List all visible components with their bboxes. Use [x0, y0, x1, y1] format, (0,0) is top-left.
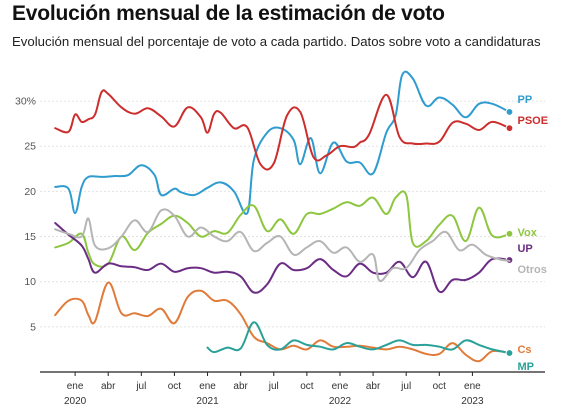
y-tick-label: 25 [24, 141, 36, 153]
series-label-pp: PP [517, 94, 532, 106]
series-line-up [54, 222, 511, 294]
y-tick-label: 5 [30, 321, 36, 333]
x-tick-label: abr [366, 381, 381, 392]
y-tick-label: 15 [24, 231, 36, 243]
x-tick-label: oct [300, 381, 314, 392]
series-line-otros [54, 208, 511, 283]
series-line-cs [54, 281, 511, 363]
x-tick-label: oct [168, 381, 182, 392]
x-tick-label: ene [67, 381, 84, 392]
x-tick-label: abr [101, 381, 116, 392]
chart-subtitle: Evolución mensual del porcentaje de voto… [12, 34, 541, 49]
series-end-point-pp [505, 108, 514, 116]
x-tick-label: oct [433, 381, 447, 392]
series-label-otros: Otros [517, 264, 546, 276]
x-tick-label: ene [464, 381, 481, 392]
series-label-psoe: PSOE [517, 115, 548, 127]
series-line-mp [206, 321, 511, 354]
x-tick-year: 2023 [461, 396, 484, 407]
gridlines [40, 100, 545, 328]
x-tick-label: abr [233, 381, 248, 392]
x-tick-label: jul [268, 381, 279, 392]
y-tick-label: 20 [24, 186, 36, 198]
series-label-mp: MP [517, 361, 534, 373]
series-labels: PP PSOE Vox UP Otros Cs MP [517, 94, 548, 373]
x-tick-year: 2022 [329, 396, 352, 407]
series-label-vox: Vox [517, 227, 537, 239]
series-line-pp [54, 70, 511, 216]
x-tick-year: 2020 [64, 396, 87, 407]
y-tick-label: 10 [24, 276, 36, 288]
series-lines [54, 70, 514, 363]
y-tick-label: 30% [15, 96, 36, 108]
chart-title: Evolución mensual de la estimación de vo… [12, 2, 445, 25]
series-end-point-psoe [505, 124, 514, 133]
series-label-cs: Cs [517, 344, 531, 356]
series-line-vox [54, 190, 511, 268]
series-end-point-vox [505, 229, 514, 238]
y-axis: 30% 25 20 15 10 5 [15, 96, 36, 334]
series-label-up: UP [517, 243, 532, 255]
x-tick-label: jul [135, 381, 146, 392]
series-line-psoe [54, 89, 511, 171]
x-tick-year: 2021 [196, 396, 219, 407]
series-end-point-mp [505, 349, 514, 357]
x-tick-label: jul [400, 381, 411, 392]
x-axis: ene 2020 abr jul oct ene 2021 abr jul oct ene 2022 a… [40, 371, 545, 407]
x-tick-label: ene [199, 381, 216, 392]
x-tick-label: ene [332, 381, 349, 392]
